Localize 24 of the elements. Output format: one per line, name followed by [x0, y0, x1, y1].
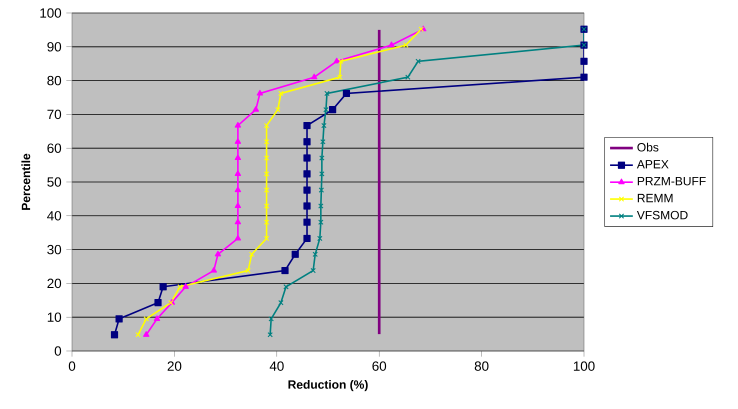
legend-label: Obs [637, 142, 658, 152]
y-tick-label: 70 [47, 110, 62, 120]
x-tick-label: 0 [68, 361, 76, 371]
y-tick-label: 20 [47, 278, 62, 288]
x-tick-label: 40 [270, 361, 284, 371]
y-axis-title: Percentile [21, 154, 30, 210]
y-tick-label: 90 [47, 42, 62, 52]
x-tick-label: 100 [574, 361, 595, 371]
y-tick-label: 50 [47, 177, 62, 187]
x-tick-label: 60 [372, 361, 386, 371]
legend-label: APEX [636, 160, 669, 168]
x-axis-title: Reduction (%) [288, 380, 368, 392]
x-tick-label: 80 [474, 361, 488, 371]
legend-label: REMM [638, 194, 673, 202]
y-tick-label: 40 [47, 211, 62, 221]
legend-label: VFSMOD [636, 210, 688, 220]
y-tick-label: 30 [47, 244, 62, 254]
y-tick-label: 80 [47, 76, 62, 86]
y-tick-label: 0 [54, 346, 62, 356]
y-tick-label: 60 [47, 143, 62, 153]
y-tick-label: 10 [48, 312, 62, 322]
x-tick-label: 20 [168, 361, 182, 371]
y-tick-label: 100 [40, 8, 62, 18]
legend-label: PRZM-BUFF [638, 177, 706, 186]
